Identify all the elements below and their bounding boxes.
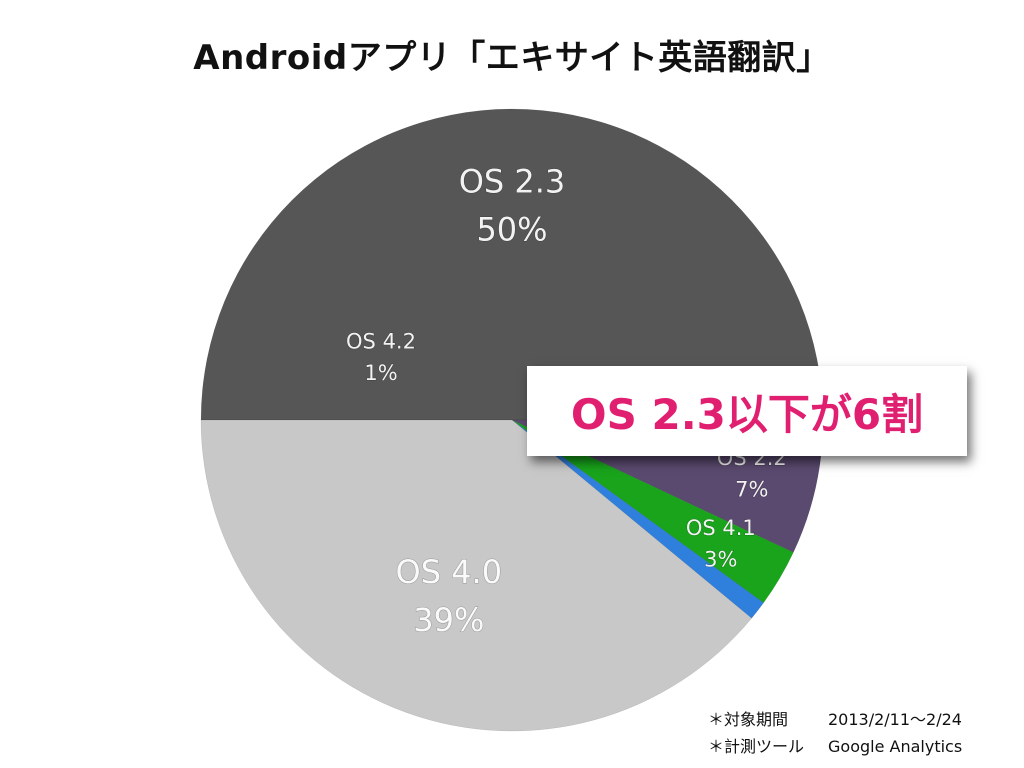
slice-value-os-2-3: 50% xyxy=(476,211,547,249)
pie-slice-os-4-0 xyxy=(200,419,752,732)
pie-slice-os-4-2 xyxy=(511,419,764,619)
slice-label-os-4-1: OS 4.1 xyxy=(686,516,756,540)
note-tool: ＊計測ツール Google Analytics xyxy=(708,733,962,760)
slice-value-os-4-0: 39% xyxy=(413,601,484,639)
callout-box: OS 2.3以下が6割 xyxy=(527,366,967,456)
slice-value-os-4-2: 1% xyxy=(364,361,397,385)
note-period: ＊対象期間 2013/2/11～2/24 xyxy=(708,706,962,733)
note-period-key: ＊対象期間 xyxy=(708,710,789,729)
chart-title: Androidアプリ「エキサイト英語翻訳」 xyxy=(193,38,831,78)
footnotes: ＊対象期間 2013/2/11～2/24 ＊計測ツール Google Analy… xyxy=(708,706,962,760)
pie-slice-os-2-3 xyxy=(200,108,824,421)
slice-label-os-4-2: OS 4.2 xyxy=(346,330,416,354)
slice-value-os-2-2: 7% xyxy=(735,478,768,502)
slice-label-os-4-0: OS 4.0 xyxy=(396,553,503,591)
slice-label-os-2-3: OS 2.3 xyxy=(459,163,566,201)
note-period-value: 2013/2/11～2/24 xyxy=(828,710,962,729)
note-tool-key: ＊計測ツール xyxy=(708,737,805,756)
note-tool-value: Google Analytics xyxy=(828,737,963,756)
slice-value-os-4-1: 3% xyxy=(704,548,737,572)
pie-slice-os-4-1 xyxy=(511,419,794,604)
